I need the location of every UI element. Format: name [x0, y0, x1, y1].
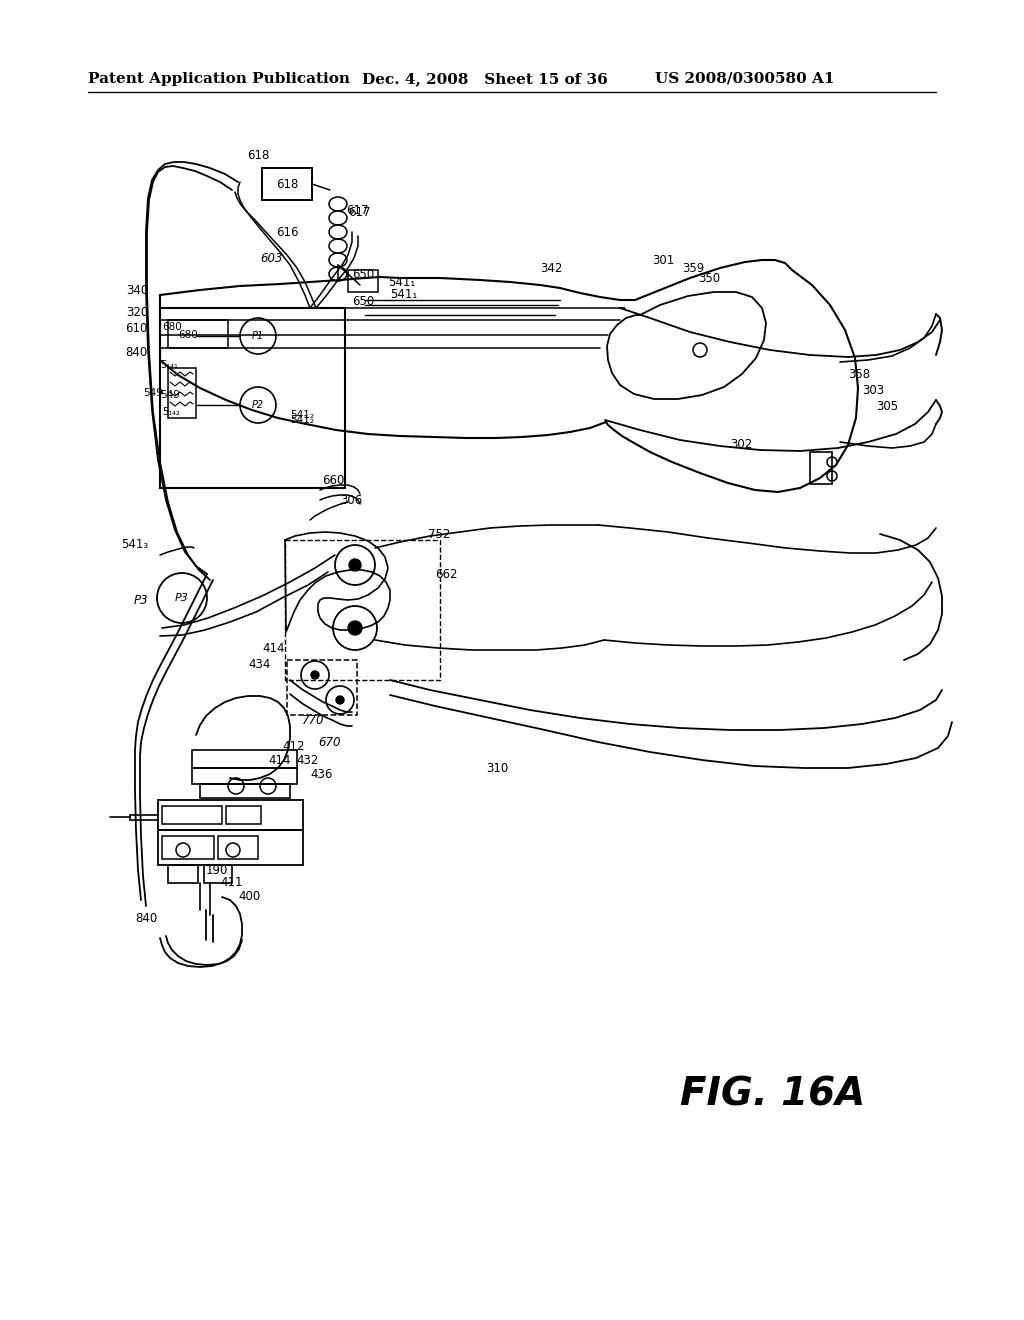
- Text: 670: 670: [318, 735, 341, 748]
- Bar: [168, 865, 198, 883]
- Text: 432: 432: [296, 754, 318, 767]
- Text: 342: 342: [540, 261, 562, 275]
- Text: Dec. 4, 2008   Sheet 15 of 36: Dec. 4, 2008 Sheet 15 of 36: [362, 73, 608, 86]
- Bar: [287, 660, 357, 715]
- Text: 650: 650: [352, 294, 374, 308]
- Text: 650: 650: [352, 268, 374, 281]
- Text: 306: 306: [340, 494, 362, 507]
- Text: P2: P2: [252, 400, 264, 411]
- Text: 301: 301: [652, 253, 674, 267]
- Text: Patent Application Publication: Patent Application Publication: [88, 73, 350, 86]
- Text: 770: 770: [302, 714, 325, 726]
- Text: 662: 662: [435, 569, 458, 582]
- Bar: [226, 807, 261, 824]
- Text: 617: 617: [346, 203, 369, 216]
- Bar: [204, 865, 232, 883]
- Text: 400: 400: [238, 891, 260, 903]
- Text: 302: 302: [730, 438, 753, 451]
- Bar: [285, 540, 440, 680]
- Bar: [168, 368, 196, 418]
- Bar: [193, 768, 297, 784]
- Text: 541₁: 541₁: [390, 289, 417, 301]
- Text: 549: 549: [160, 389, 180, 400]
- Bar: [348, 271, 378, 292]
- Circle shape: [349, 558, 361, 572]
- Text: 190: 190: [206, 863, 228, 876]
- Bar: [218, 836, 258, 859]
- Text: 310: 310: [486, 762, 508, 775]
- Bar: [158, 800, 303, 830]
- Bar: [810, 451, 831, 484]
- Bar: [158, 830, 303, 865]
- Text: 303: 303: [862, 384, 884, 396]
- Bar: [262, 168, 312, 201]
- Text: 414: 414: [268, 754, 291, 767]
- Circle shape: [348, 620, 362, 635]
- Text: 340: 340: [126, 284, 148, 297]
- Text: P3: P3: [133, 594, 148, 606]
- Text: 549: 549: [143, 388, 163, 399]
- Text: 541₁: 541₁: [388, 276, 416, 289]
- Text: 414: 414: [262, 642, 285, 655]
- Text: 350: 350: [698, 272, 720, 285]
- Text: 840: 840: [126, 346, 148, 359]
- Bar: [162, 807, 222, 824]
- Bar: [168, 319, 228, 348]
- Bar: [200, 784, 290, 799]
- Text: 359: 359: [682, 261, 705, 275]
- Circle shape: [336, 696, 344, 704]
- Text: US 2008/0300580 A1: US 2008/0300580 A1: [655, 73, 835, 86]
- Text: 434: 434: [248, 659, 270, 672]
- Text: 305: 305: [876, 400, 898, 412]
- Text: 436: 436: [310, 767, 333, 780]
- Text: 5₁₄₂: 5₁₄₂: [162, 407, 180, 417]
- Text: 603: 603: [260, 252, 283, 264]
- Text: P1: P1: [252, 331, 264, 341]
- Text: 680: 680: [162, 322, 181, 333]
- Circle shape: [311, 671, 319, 678]
- Text: 610: 610: [126, 322, 148, 334]
- Text: 541₂: 541₂: [290, 411, 314, 420]
- Text: 680: 680: [178, 330, 198, 341]
- Text: 618: 618: [247, 149, 269, 162]
- Text: 541₂: 541₂: [290, 414, 314, 425]
- Text: 660: 660: [322, 474, 344, 487]
- Text: 618: 618: [275, 177, 298, 190]
- Text: 5₁₄₁: 5₁₄₁: [160, 360, 178, 370]
- Text: 617: 617: [348, 206, 371, 219]
- Text: 840: 840: [135, 912, 158, 924]
- Bar: [193, 750, 297, 768]
- Text: 411: 411: [220, 876, 243, 890]
- Text: 541₃: 541₃: [121, 539, 148, 552]
- Bar: [160, 308, 345, 488]
- Text: 616: 616: [276, 226, 299, 239]
- Text: 358: 358: [848, 368, 870, 381]
- Text: 412: 412: [282, 739, 304, 752]
- Text: P3: P3: [175, 593, 189, 603]
- Text: 752: 752: [428, 528, 451, 541]
- Bar: [162, 836, 214, 859]
- Text: 320: 320: [126, 305, 148, 318]
- Text: FIG. 16A: FIG. 16A: [680, 1074, 865, 1113]
